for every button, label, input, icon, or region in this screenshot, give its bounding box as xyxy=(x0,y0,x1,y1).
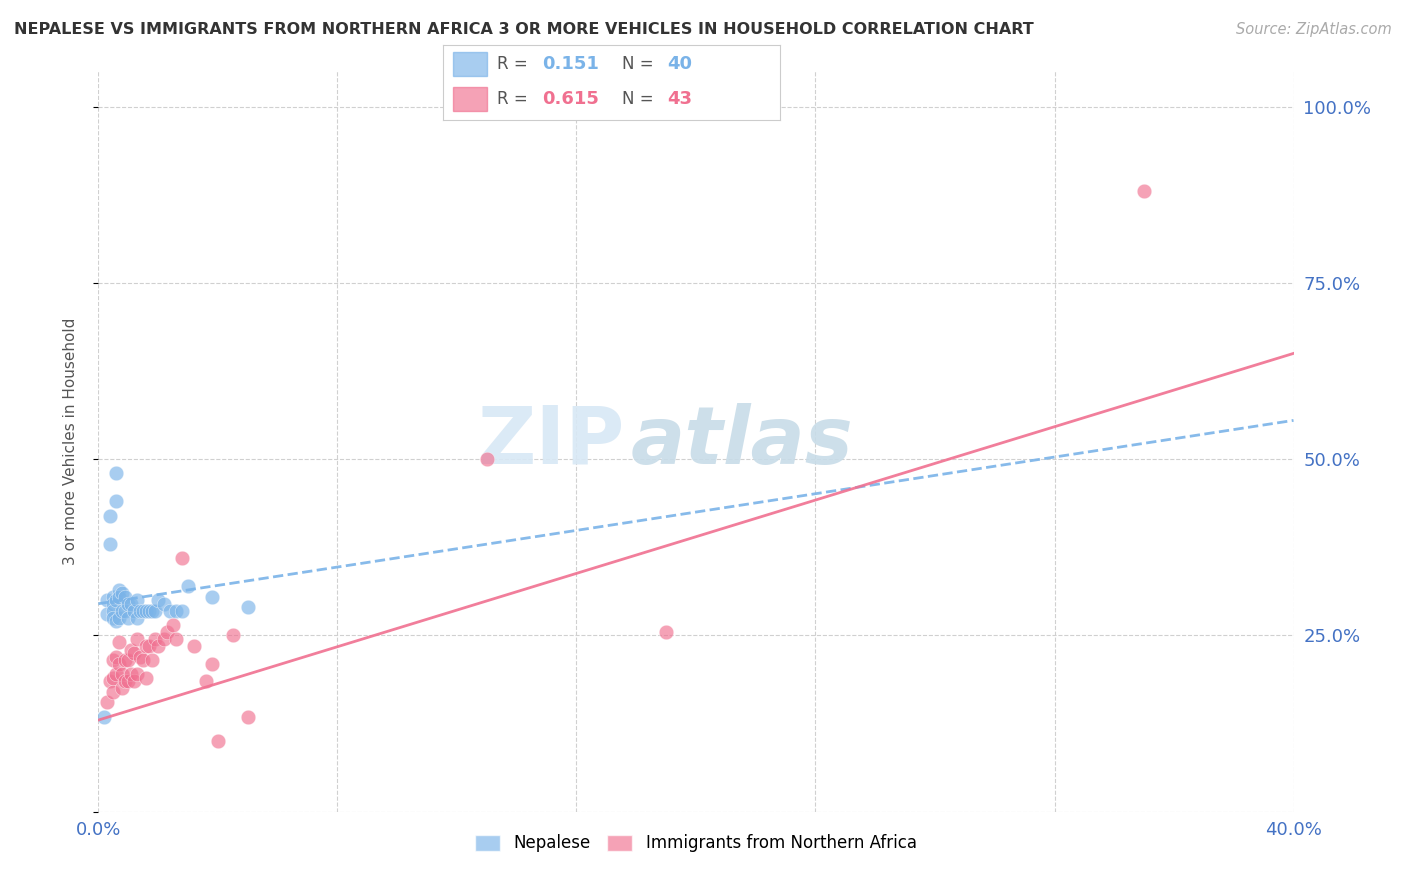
Point xyxy=(207,734,229,748)
Point xyxy=(105,593,128,607)
Bar xyxy=(453,87,486,112)
Point xyxy=(143,632,166,646)
Point xyxy=(222,628,245,642)
Point xyxy=(143,604,166,618)
Point xyxy=(135,639,157,653)
Text: atlas: atlas xyxy=(630,402,853,481)
Point xyxy=(117,653,139,667)
Point xyxy=(105,494,128,508)
Point xyxy=(172,604,194,618)
Point xyxy=(117,611,139,625)
Point xyxy=(103,604,125,618)
Point xyxy=(103,597,125,611)
Point xyxy=(108,635,131,649)
Point xyxy=(127,611,149,625)
Point xyxy=(127,667,149,681)
Point xyxy=(156,624,179,639)
Point xyxy=(124,674,146,689)
Point xyxy=(105,649,128,664)
Point xyxy=(129,649,152,664)
Point xyxy=(135,604,157,618)
Point xyxy=(153,597,176,611)
Point xyxy=(117,597,139,611)
Point xyxy=(124,604,146,618)
Point xyxy=(103,590,125,604)
Point xyxy=(148,593,170,607)
Point xyxy=(108,590,131,604)
Point xyxy=(111,604,134,618)
Point xyxy=(475,452,498,467)
Text: R =: R = xyxy=(496,90,533,108)
Point xyxy=(655,624,678,639)
Text: 40: 40 xyxy=(668,55,692,73)
Point xyxy=(141,604,163,618)
Point xyxy=(114,590,136,604)
Point xyxy=(103,611,125,625)
Point xyxy=(98,508,122,523)
Legend: Nepalese, Immigrants from Northern Africa: Nepalese, Immigrants from Northern Afric… xyxy=(468,828,924,859)
Point xyxy=(105,667,128,681)
Text: 43: 43 xyxy=(668,90,692,108)
Point xyxy=(236,600,259,615)
Bar xyxy=(453,52,486,77)
Point xyxy=(114,604,136,618)
Point xyxy=(114,653,136,667)
Point xyxy=(129,604,152,618)
Point xyxy=(138,604,160,618)
Point xyxy=(132,604,155,618)
Point xyxy=(1133,184,1156,198)
Point xyxy=(105,615,128,629)
Point xyxy=(124,646,146,660)
Point xyxy=(117,674,139,689)
Point xyxy=(159,604,181,618)
Point xyxy=(96,607,118,622)
Text: Source: ZipAtlas.com: Source: ZipAtlas.com xyxy=(1236,22,1392,37)
Text: N =: N = xyxy=(621,90,658,108)
Point xyxy=(103,653,125,667)
Point xyxy=(93,709,115,723)
Point xyxy=(120,667,142,681)
Y-axis label: 3 or more Vehicles in Household: 3 or more Vehicles in Household xyxy=(63,318,77,566)
Point xyxy=(108,657,131,671)
Text: ZIP: ZIP xyxy=(477,402,624,481)
Point xyxy=(236,709,259,723)
Point xyxy=(98,674,122,689)
Point xyxy=(132,653,155,667)
Point xyxy=(153,632,176,646)
Point xyxy=(162,618,184,632)
Point xyxy=(111,681,134,696)
Point xyxy=(148,639,170,653)
Point xyxy=(103,685,125,699)
Text: 0.615: 0.615 xyxy=(543,90,599,108)
Point xyxy=(165,632,187,646)
Point xyxy=(96,593,118,607)
Point xyxy=(201,590,224,604)
Point xyxy=(111,667,134,681)
Point xyxy=(138,639,160,653)
Point xyxy=(103,671,125,685)
Point xyxy=(120,597,142,611)
Point xyxy=(135,671,157,685)
Point xyxy=(98,537,122,551)
Text: R =: R = xyxy=(496,55,533,73)
Point xyxy=(105,467,128,481)
Point xyxy=(108,582,131,597)
Text: N =: N = xyxy=(621,55,658,73)
Point xyxy=(96,695,118,709)
Point xyxy=(183,639,205,653)
Point xyxy=(195,674,218,689)
Point xyxy=(111,586,134,600)
Text: 0.151: 0.151 xyxy=(543,55,599,73)
Point xyxy=(127,593,149,607)
Point xyxy=(172,550,194,565)
Point xyxy=(120,642,142,657)
Point xyxy=(141,653,163,667)
Text: NEPALESE VS IMMIGRANTS FROM NORTHERN AFRICA 3 OR MORE VEHICLES IN HOUSEHOLD CORR: NEPALESE VS IMMIGRANTS FROM NORTHERN AFR… xyxy=(14,22,1033,37)
Point xyxy=(127,632,149,646)
Point xyxy=(114,674,136,689)
Point xyxy=(108,611,131,625)
Point xyxy=(201,657,224,671)
Point xyxy=(177,579,200,593)
Point xyxy=(165,604,187,618)
